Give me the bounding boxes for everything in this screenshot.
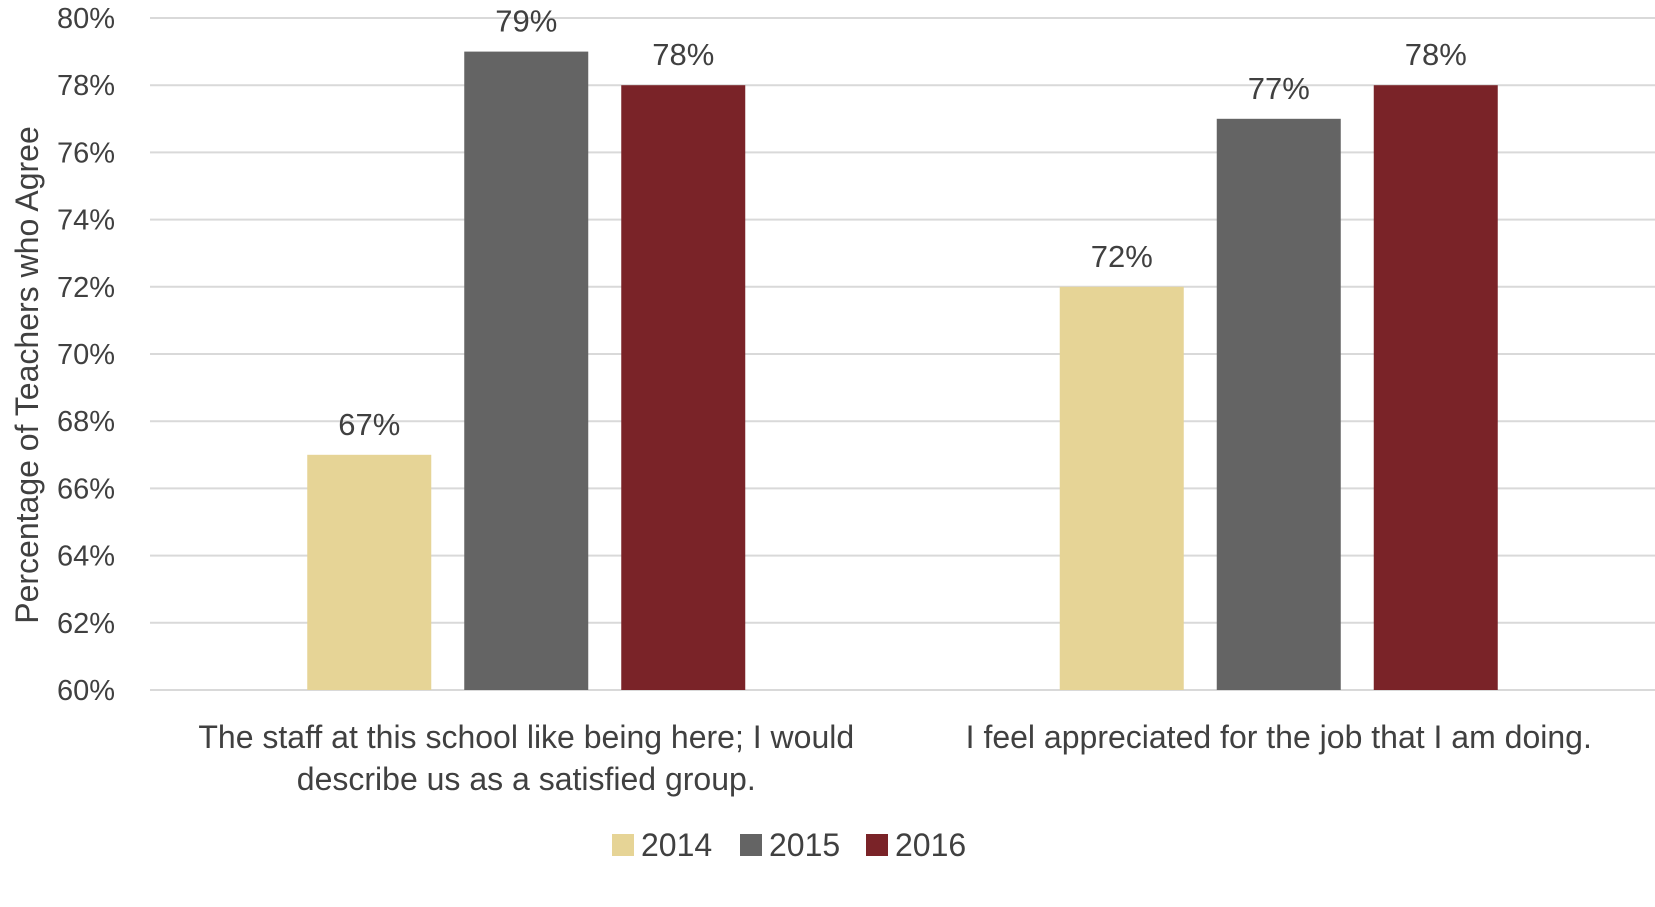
data-label: 78% [1405, 37, 1467, 72]
y-tick-label: 78% [57, 70, 115, 102]
y-tick-label: 74% [57, 205, 115, 237]
y-axis-ticks: 60% 62% 64% 66% 68% 70% 72% 74% 76% 78% 80% [57, 3, 115, 707]
y-tick-label: 80% [57, 3, 115, 35]
legend-swatch-2015 [740, 834, 762, 856]
data-label: 72% [1091, 239, 1153, 274]
bar-2015 [464, 51, 589, 691]
bar-2016 [621, 85, 746, 690]
category-labels: The staff at this school like being here… [198, 719, 1591, 797]
category-label: The staff at this school like being here… [198, 719, 854, 755]
y-tick-label: 66% [57, 473, 115, 505]
legend-label: 2016 [895, 827, 966, 863]
legend-swatch-2014 [612, 834, 634, 856]
data-label: 78% [652, 37, 714, 72]
y-tick-label: 72% [57, 272, 115, 304]
y-axis-label: Percentage of Teachers who Agree [9, 126, 45, 624]
bars [307, 51, 1498, 691]
bar-2014 [307, 454, 432, 690]
bar-2015 [1216, 118, 1341, 691]
y-tick-label: 64% [57, 541, 115, 573]
category-label: I feel appreciated for the job that I am… [966, 719, 1592, 755]
category-label: describe us as a satisfied group. [297, 761, 756, 797]
data-label: 67% [338, 407, 400, 442]
data-label: 79% [495, 4, 557, 39]
legend-label: 2015 [769, 827, 840, 863]
data-labels: 67% 79% 78% 72% 77% 78% [338, 4, 1467, 442]
y-tick-label: 76% [57, 137, 115, 169]
data-label: 77% [1248, 71, 1310, 106]
legend-swatch-2016 [866, 834, 888, 856]
bar-2014 [1059, 286, 1184, 690]
legend: 2014 2015 2016 [612, 827, 966, 863]
y-tick-label: 60% [57, 675, 115, 707]
bar-2016 [1373, 85, 1498, 690]
y-tick-label: 62% [57, 608, 115, 640]
legend-label: 2014 [641, 827, 712, 863]
y-tick-label: 68% [57, 406, 115, 438]
y-tick-label: 70% [57, 339, 115, 371]
